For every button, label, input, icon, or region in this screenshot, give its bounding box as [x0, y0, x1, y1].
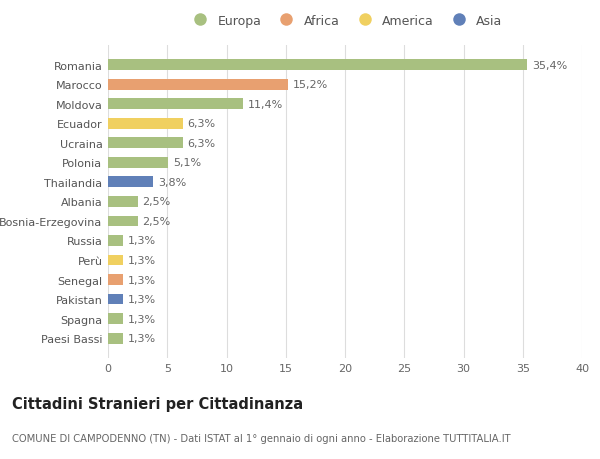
Text: 3,8%: 3,8%	[158, 178, 186, 187]
Bar	[108, 157, 169, 168]
Text: 1,3%: 1,3%	[128, 236, 156, 246]
Bar	[108, 274, 124, 285]
Text: 6,3%: 6,3%	[187, 139, 215, 148]
Bar	[108, 177, 153, 188]
Bar	[108, 138, 182, 149]
Text: Cittadini Stranieri per Cittadinanza: Cittadini Stranieri per Cittadinanza	[12, 397, 303, 412]
Bar	[108, 294, 124, 305]
Text: 15,2%: 15,2%	[293, 80, 328, 90]
Text: 6,3%: 6,3%	[187, 119, 215, 129]
Bar	[108, 118, 182, 129]
Text: 11,4%: 11,4%	[248, 100, 283, 109]
Text: 1,3%: 1,3%	[128, 256, 156, 265]
Text: 1,3%: 1,3%	[128, 334, 156, 343]
Bar	[108, 255, 124, 266]
Bar	[108, 99, 243, 110]
Text: 35,4%: 35,4%	[532, 61, 568, 70]
Bar	[108, 333, 124, 344]
Bar	[108, 313, 124, 325]
Text: COMUNE DI CAMPODENNO (TN) - Dati ISTAT al 1° gennaio di ogni anno - Elaborazione: COMUNE DI CAMPODENNO (TN) - Dati ISTAT a…	[12, 433, 511, 442]
Bar	[108, 235, 124, 246]
Bar	[108, 60, 527, 71]
Bar	[108, 216, 137, 227]
Legend: Europa, Africa, America, Asia: Europa, Africa, America, Asia	[187, 15, 503, 28]
Bar	[108, 196, 137, 207]
Text: 5,1%: 5,1%	[173, 158, 202, 168]
Bar	[108, 79, 288, 90]
Text: 2,5%: 2,5%	[142, 217, 170, 226]
Text: 1,3%: 1,3%	[128, 295, 156, 304]
Text: 2,5%: 2,5%	[142, 197, 170, 207]
Text: 1,3%: 1,3%	[128, 275, 156, 285]
Text: 1,3%: 1,3%	[128, 314, 156, 324]
